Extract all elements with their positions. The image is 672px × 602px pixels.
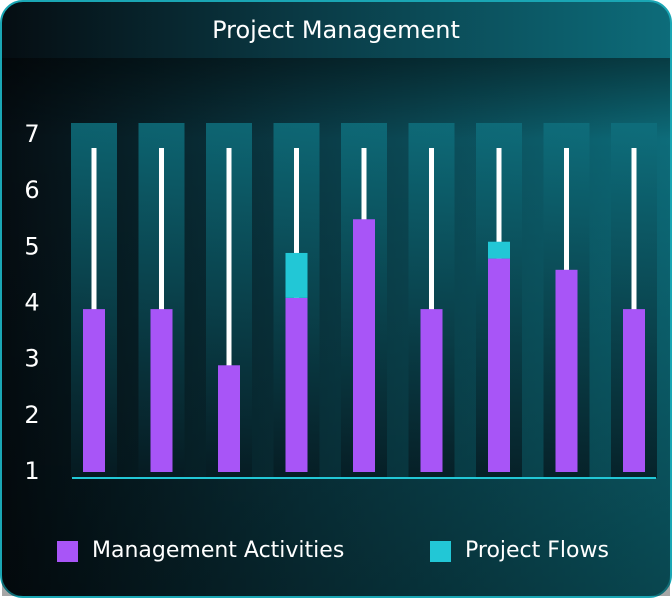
bar-segment [353, 219, 375, 472]
legend-label: Project Flows [465, 538, 609, 563]
y-tick-label: 4 [24, 289, 39, 317]
y-tick-label: 3 [24, 345, 39, 373]
legend-label: Management Activities [92, 538, 344, 563]
bar-segment [285, 252, 308, 298]
y-tick-label: 7 [24, 120, 39, 148]
bar-segment [285, 297, 308, 472]
bar-segment [488, 241, 510, 259]
plot: 1 2 3 4 5 6 7 [24, 120, 657, 485]
y-tick-label: 2 [24, 401, 39, 429]
y-tick-label: 6 [24, 176, 39, 204]
bar-segment [488, 258, 510, 472]
legend-swatch [57, 541, 78, 562]
y-tick-label: 1 [24, 457, 39, 485]
bar-segment [218, 365, 240, 472]
bar-segment [420, 309, 443, 472]
legend-swatch [430, 541, 451, 562]
bar-segment [83, 309, 105, 472]
chart-title: Project Management [212, 16, 460, 44]
bar-segment [623, 309, 645, 472]
bar-segment [150, 309, 173, 472]
y-tick-label: 5 [24, 232, 39, 260]
range-line [226, 148, 232, 472]
bar-segment [555, 269, 578, 472]
